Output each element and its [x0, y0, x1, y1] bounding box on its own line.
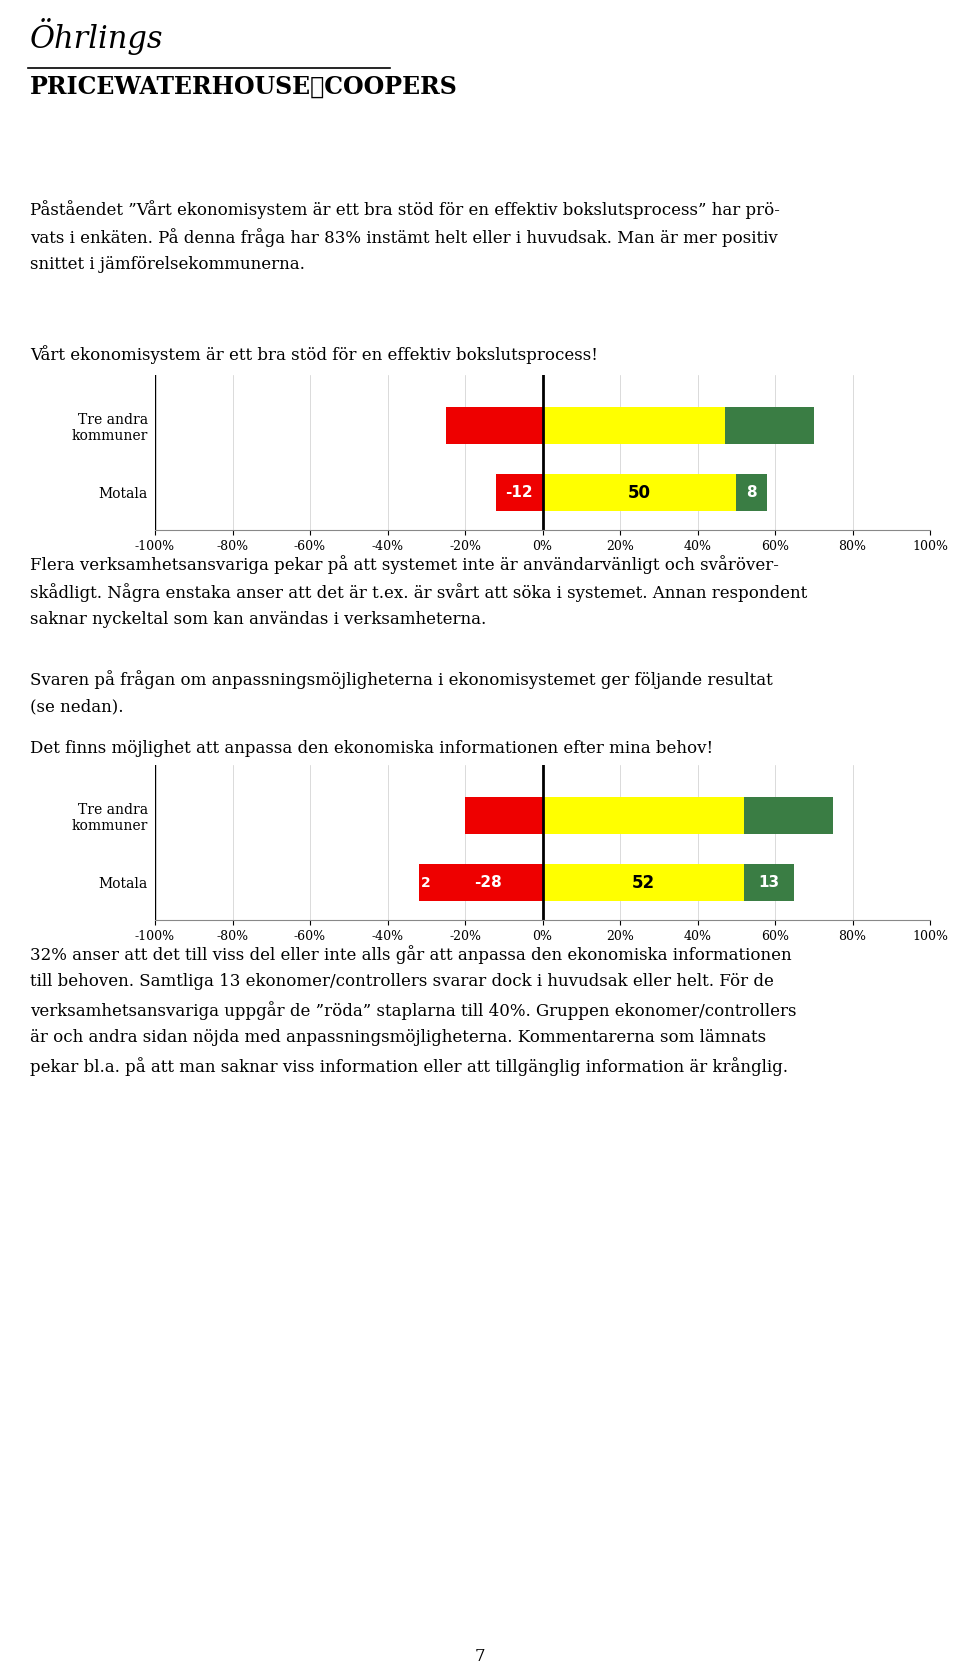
Bar — [445, 407, 542, 444]
Text: Det finns möjlighet att anpassa den ekonomiska informationen efter mina behov!: Det finns möjlighet att anpassa den ekon… — [30, 740, 713, 757]
Text: vats i enkäten. På denna fråga har 83% instämt helt eller i huvudsak. Man är mer: vats i enkäten. På denna fråga har 83% i… — [30, 229, 778, 247]
Text: -12: -12 — [505, 486, 533, 501]
Text: Svaren på frågan om anpassningsmöjligheterna i ekonomisystemet ger följande resu: Svaren på frågan om anpassningsmöjlighet… — [30, 670, 773, 690]
Bar — [736, 474, 767, 511]
Text: -28: -28 — [474, 875, 502, 890]
Bar — [542, 474, 736, 511]
Bar — [542, 865, 744, 902]
Text: verksamhetsansvariga uppgår de ”röda” staplarna till 40%. Gruppen ekonomer/contr: verksamhetsansvariga uppgår de ”röda” st… — [30, 1000, 797, 1020]
Text: 2: 2 — [421, 877, 431, 890]
Text: PRICEWATERHOUSEⓈCOOPERS: PRICEWATERHOUSEⓈCOOPERS — [30, 75, 458, 99]
Bar — [434, 865, 542, 902]
Text: till behoven. Samtliga 13 ekonomer/controllers svarar dock i huvudsak eller helt: till behoven. Samtliga 13 ekonomer/contr… — [30, 974, 774, 990]
Bar — [744, 797, 833, 833]
Text: 13: 13 — [758, 875, 780, 890]
Text: Flera verksamhetsansvariga pekar på att systemet inte är användarvänligt och svå: Flera verksamhetsansvariga pekar på att … — [30, 554, 779, 574]
Bar — [542, 797, 744, 833]
Bar — [744, 865, 794, 902]
Bar — [725, 407, 814, 444]
Text: skådligt. Några enstaka anser att det är t.ex. är svårt att söka i systemet. Ann: skådligt. Några enstaka anser att det är… — [30, 583, 807, 601]
Text: 32% anser att det till viss del eller inte alls går att anpassa den ekonomiska i: 32% anser att det till viss del eller in… — [30, 945, 792, 964]
Text: 7: 7 — [474, 1648, 486, 1665]
Text: snittet i jämförelsekommunerna.: snittet i jämförelsekommunerna. — [30, 256, 305, 272]
Text: Vårt ekonomisystem är ett bra stöd för en effektiv bokslutsprocess!: Vårt ekonomisystem är ett bra stöd för e… — [30, 346, 598, 364]
Bar — [465, 797, 542, 833]
Text: 50: 50 — [628, 484, 651, 503]
Bar — [496, 474, 542, 511]
Text: Påståendet ”Vårt ekonomisystem är ett bra stöd för en effektiv bokslutsprocess” : Påståendet ”Vårt ekonomisystem är ett br… — [30, 200, 780, 219]
Bar — [542, 407, 725, 444]
Text: (se nedan).: (se nedan). — [30, 698, 124, 715]
Text: Öhrlings: Öhrlings — [30, 18, 163, 55]
Bar — [419, 865, 434, 902]
Text: saknar nyckeltal som kan användas i verksamheterna.: saknar nyckeltal som kan användas i verk… — [30, 611, 487, 628]
Text: 8: 8 — [747, 486, 757, 501]
Text: 52: 52 — [632, 873, 655, 892]
Text: pekar bl.a. på att man saknar viss information eller att tillgänglig information: pekar bl.a. på att man saknar viss infor… — [30, 1057, 788, 1075]
Text: är och andra sidan nöjda med anpassningsmöjligheterna. Kommentarerna som lämnats: är och andra sidan nöjda med anpassnings… — [30, 1029, 766, 1045]
